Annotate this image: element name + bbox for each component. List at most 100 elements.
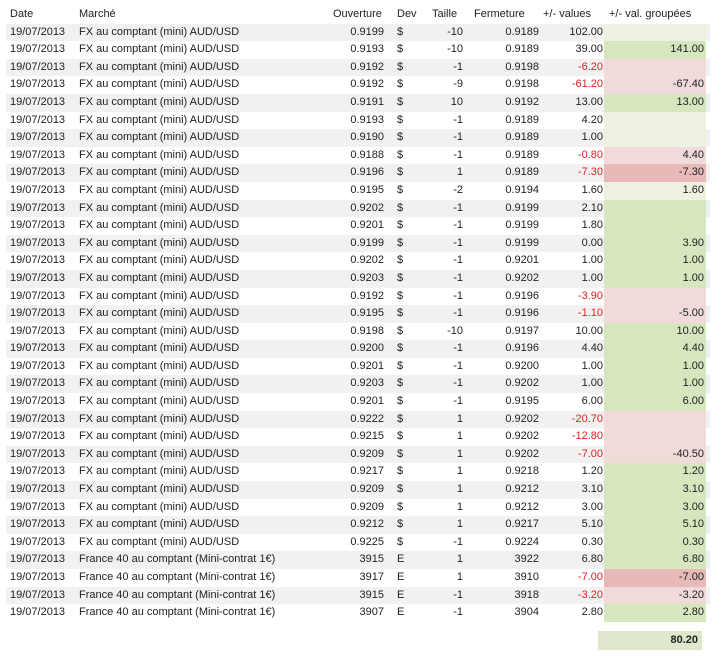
cell-grouped[interactable]: -7.30 (604, 164, 706, 182)
cell-size[interactable]: 1 (456, 571, 463, 583)
cell-grouped[interactable]: 1.60 (604, 181, 706, 200)
cell-close[interactable]: 0.9202 (505, 447, 539, 460)
cell-date[interactable]: 19/07/2013 (10, 236, 66, 249)
cell-grouped[interactable] (604, 58, 706, 77)
header-dev[interactable]: Dev (397, 8, 417, 20)
cell-dev[interactable]: E (397, 606, 405, 619)
cell-size[interactable]: -1 (453, 289, 463, 302)
cell-pv[interactable]: -0.80 (577, 148, 603, 161)
cell-open[interactable]: 0.9203 (350, 377, 384, 390)
header-close[interactable]: Fermeture (474, 8, 525, 20)
cell-market[interactable]: FX au comptant (mini) AUD/USD (79, 236, 240, 249)
cell-pv[interactable]: -7.00 (577, 447, 603, 460)
cell-dev[interactable]: $ (397, 236, 404, 249)
cell-market[interactable]: FX au comptant (mini) AUD/USD (79, 465, 240, 478)
cell-date[interactable]: 19/07/2013 (10, 342, 66, 355)
cell-size[interactable]: -2 (453, 183, 463, 196)
cell-close[interactable]: 0.9196 (505, 342, 539, 355)
cell-size[interactable]: 1 (456, 465, 463, 478)
cell-size[interactable]: 1 (456, 483, 463, 496)
cell-open[interactable]: 0.9201 (350, 359, 384, 372)
cell-close[interactable]: 0.9189 (505, 166, 539, 179)
cell-pv[interactable]: 1.00 (581, 377, 603, 390)
cell-open[interactable]: 0.9202 (350, 254, 384, 267)
header-date[interactable]: Date (10, 8, 34, 20)
cell-market[interactable]: FX au comptant (mini) AUD/USD (79, 395, 240, 408)
cell-dev[interactable]: $ (397, 447, 404, 460)
cell-close[interactable]: 0.9217 (505, 518, 539, 531)
cell-close[interactable]: 0.9202 (505, 271, 539, 284)
cell-dev[interactable]: $ (397, 60, 404, 73)
cell-grouped[interactable]: 1.00 (604, 357, 706, 376)
cell-dev[interactable]: $ (397, 219, 404, 232)
cell-pv[interactable]: -7.30 (577, 166, 603, 179)
cell-date[interactable]: 19/07/2013 (10, 447, 66, 460)
cell-market[interactable]: FX au comptant (mini) AUD/USD (79, 78, 240, 91)
cell-date[interactable]: 19/07/2013 (10, 571, 66, 583)
cell-date[interactable]: 19/07/2013 (10, 113, 66, 126)
cell-dev[interactable]: $ (397, 377, 404, 390)
cell-size[interactable]: -1 (453, 307, 463, 320)
cell-open[interactable]: 3917 (359, 571, 384, 583)
cell-date[interactable]: 19/07/2013 (10, 553, 66, 566)
cell-open[interactable]: 0.9199 (350, 25, 384, 38)
cell-date[interactable]: 19/07/2013 (10, 25, 66, 38)
cell-grouped[interactable]: -40.50 (604, 445, 706, 464)
cell-market[interactable]: FX au comptant (mini) AUD/USD (79, 289, 240, 302)
cell-close[interactable]: 3918 (514, 588, 539, 601)
cell-dev[interactable]: $ (397, 148, 404, 161)
cell-date[interactable]: 19/07/2013 (10, 324, 66, 337)
cell-size[interactable]: -1 (453, 113, 463, 126)
cell-market[interactable]: France 40 au comptant (Mini-contrat 1€) (79, 553, 276, 566)
cell-grouped[interactable]: 2.80 (604, 604, 706, 622)
cell-pv[interactable]: 1.80 (581, 219, 603, 232)
cell-dev[interactable]: $ (397, 289, 404, 302)
cell-size[interactable]: -10 (447, 324, 463, 337)
cell-date[interactable]: 19/07/2013 (10, 166, 66, 179)
cell-grouped[interactable] (604, 23, 706, 42)
cell-dev[interactable]: $ (397, 78, 404, 91)
cell-open[interactable]: 0.9191 (350, 95, 384, 108)
cell-market[interactable]: FX au comptant (mini) AUD/USD (79, 43, 240, 56)
cell-grouped[interactable] (604, 428, 706, 446)
cell-market[interactable]: FX au comptant (mini) AUD/USD (79, 183, 240, 196)
cell-pv[interactable]: 1.00 (581, 359, 603, 372)
cell-open[interactable]: 0.9195 (350, 307, 384, 320)
cell-dev[interactable]: $ (397, 43, 404, 56)
cell-market[interactable]: FX au comptant (mini) AUD/USD (79, 60, 240, 73)
cell-market[interactable]: FX au comptant (mini) AUD/USD (79, 324, 240, 337)
cell-open[interactable]: 0.9188 (350, 148, 384, 161)
cell-market[interactable]: FX au comptant (mini) AUD/USD (79, 483, 240, 496)
cell-open[interactable]: 0.9225 (350, 535, 384, 548)
cell-market[interactable]: FX au comptant (mini) AUD/USD (79, 412, 240, 425)
cell-grouped[interactable]: 5.10 (604, 516, 706, 534)
cell-size[interactable]: -1 (453, 201, 463, 214)
cell-size[interactable]: -1 (453, 148, 463, 161)
cell-open[interactable]: 0.9190 (350, 131, 384, 144)
cell-size[interactable]: 1 (456, 166, 463, 179)
header-size[interactable]: Taille (432, 8, 458, 20)
cell-dev[interactable]: E (397, 571, 405, 583)
cell-pv[interactable]: 6.80 (581, 553, 603, 566)
cell-grouped[interactable] (604, 287, 706, 306)
cell-date[interactable]: 19/07/2013 (10, 606, 66, 619)
header-pv[interactable]: +/- values (543, 8, 591, 20)
cell-pv[interactable]: 1.20 (581, 465, 603, 478)
cell-pv[interactable]: 0.30 (581, 535, 603, 548)
cell-dev[interactable]: $ (397, 535, 404, 548)
cell-dev[interactable]: $ (397, 359, 404, 372)
cell-dev[interactable]: $ (397, 95, 404, 108)
cell-pv[interactable]: -20.70 (571, 412, 603, 425)
cell-close[interactable]: 3904 (514, 606, 539, 619)
cell-close[interactable]: 0.9195 (505, 395, 539, 408)
cell-open[interactable]: 0.9193 (350, 43, 384, 56)
cell-dev[interactable]: $ (397, 324, 404, 337)
cell-open[interactable]: 0.9209 (350, 483, 384, 496)
cell-open[interactable]: 0.9195 (350, 183, 384, 196)
cell-date[interactable]: 19/07/2013 (10, 412, 66, 425)
cell-close[interactable]: 0.9197 (505, 324, 539, 337)
cell-close[interactable]: 0.9189 (505, 43, 539, 56)
cell-close[interactable]: 0.9212 (505, 500, 539, 513)
cell-grouped[interactable] (604, 129, 706, 147)
cell-close[interactable]: 0.9189 (505, 131, 539, 144)
